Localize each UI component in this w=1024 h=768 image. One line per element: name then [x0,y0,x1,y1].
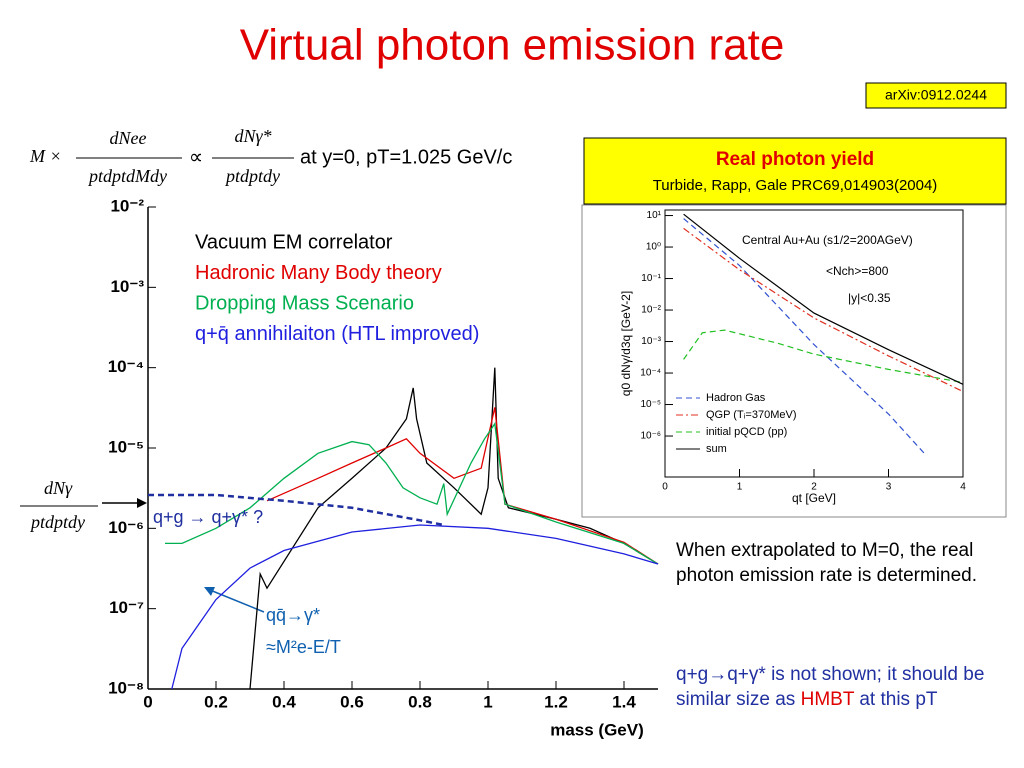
x-tick-label: 3 [886,482,892,493]
formula-num: dNγ* [234,126,271,146]
x-tick-label: 0.2 [204,692,228,711]
annotation: q+g → q+γ* ? [153,507,263,527]
legend-label: Hadron Gas [706,392,766,404]
note-part: at this pT [859,689,938,710]
curve [171,524,659,690]
annotation: |y|<0.35 [848,291,891,305]
y-tick-label: 10⁻⁷ [109,598,144,617]
x-tick-label: 0.8 [408,692,432,711]
y-tick-label: 10⁻⁵ [640,399,661,410]
formula-prefix: M × [29,146,62,166]
arrowhead [204,587,215,596]
slide-title: Virtual photon emission rate [240,21,785,70]
x-tick-label: 0.6 [340,692,364,711]
inset-title: Real photon yield [716,149,874,170]
curve [266,407,659,565]
annotation: qq̄→γ* [266,605,320,625]
y-tick-label: 10⁻⁶ [640,431,661,442]
inset-title-box [583,137,1007,205]
y-tick-label: 10⁰ [646,242,661,253]
legend-label: q+q̄ annihilaiton (HTL improved) [195,323,479,345]
x-tick-label: 1 [737,482,743,493]
y-tick-label: 10⁻⁴ [640,368,661,379]
y-tick-label: 10¹ [647,210,662,221]
x-tick-label: 4 [960,482,966,493]
legend-label: Dropping Mass Scenario [195,292,414,314]
note-part: HMBT [800,689,855,710]
formula-den: ptdptdMdy [87,166,167,186]
y-tick-label: 10⁻¹ [641,273,661,284]
y-tick-label: 10⁻² [110,196,144,215]
y-tick-label: 10⁻⁸ [108,678,144,697]
inset-citation: Turbide, Rapp, Gale PRC69,014903(2004) [653,177,938,194]
reference: arXiv:0912.0244 [885,87,987,103]
formula-prop: ∝ [189,146,203,168]
legend-label: Vacuum EM correlator [195,231,393,253]
arrow [209,589,265,613]
formula-suffix: at y=0, pT=1.025 GeV/c [300,146,512,168]
curve [148,493,445,527]
left-num: dNγ [44,478,73,498]
left-den: ptdptdy [29,512,85,532]
legend-label: QGP (Tᵢ=370MeV) [706,409,796,421]
y-tick-label: 10⁻⁴ [108,357,144,376]
note: q+g→q+γ* is not shown; it should be simi… [676,662,1006,712]
x-tick-label: 2 [811,482,817,493]
y-tick-label: 10⁻³ [110,277,144,296]
formula-num: dNee [110,128,147,148]
curve [683,213,964,385]
legend-label: sum [706,443,727,455]
x-tick-label: 1.4 [612,692,636,711]
ref-box [865,82,1007,109]
x-tick-label: 0 [143,692,152,711]
legend-label: initial pQCD (pp) [706,426,787,438]
curve [683,329,964,384]
y-axis-label: q0 dNγ/d3q [GeV-2] [619,291,633,396]
x-tick-label: 0 [662,482,668,493]
annotation: <Nch>=800 [826,264,889,278]
annotation: ≈M²e-E/T [266,637,341,657]
note-part: q+g→q+γ* is not shown; it should be simi… [676,664,985,710]
note: When extrapolated to M=0, the real photo… [676,540,977,586]
x-tick-label: 1 [483,692,492,711]
y-tick-label: 10⁻⁵ [108,437,144,456]
y-tick-label: 10⁻⁶ [108,518,144,537]
curve [683,218,927,456]
x-axis-label: mass (GeV) [550,720,644,739]
x-tick-label: 1.2 [544,692,568,711]
y-tick-label: 10⁻² [641,305,661,316]
y-tick-label: 10⁻³ [641,336,661,347]
curve [683,227,964,393]
legend-label: Hadronic Many Body theory [195,262,442,284]
inset-panel [581,204,1007,518]
annotation: Central Au+Au (s1/2=200AGeV) [742,233,913,247]
x-axis-label: qt [GeV] [792,491,836,505]
formula-den: ptdptdy [224,166,280,186]
x-tick-label: 0.4 [272,692,296,711]
arrowhead [137,498,147,508]
